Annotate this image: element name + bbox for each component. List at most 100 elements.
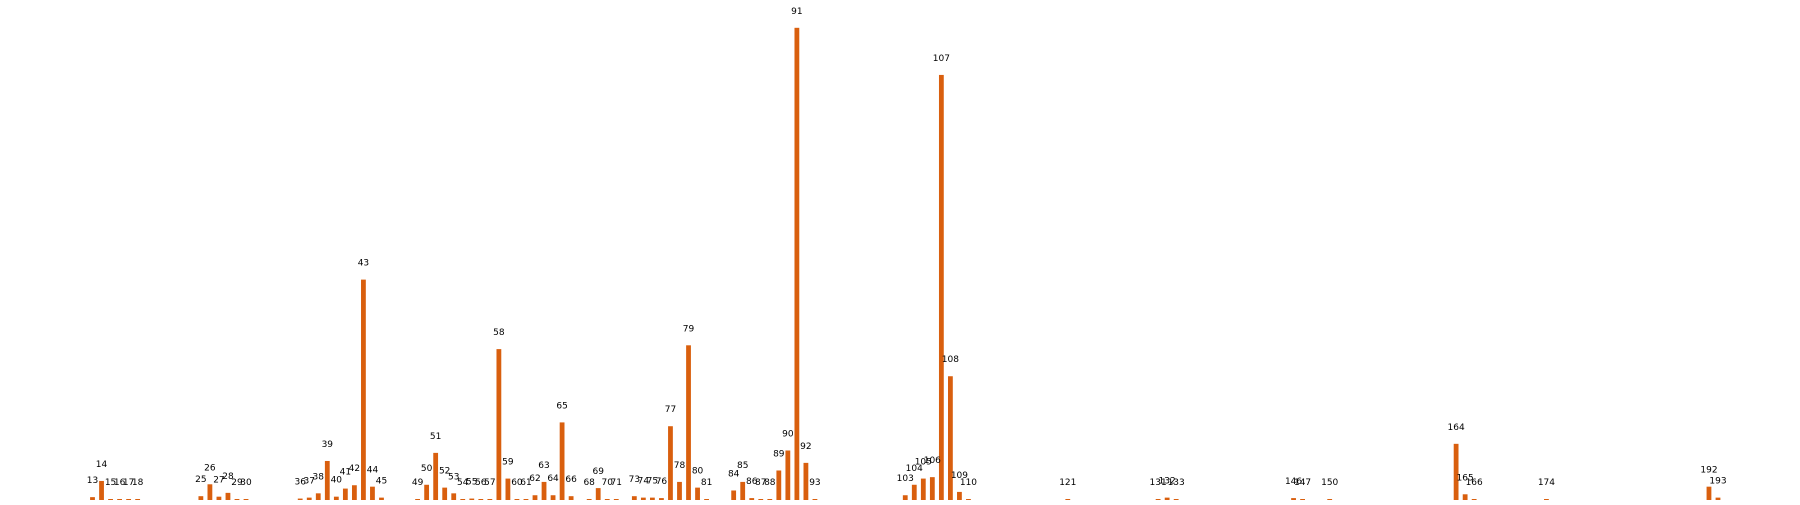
bar-76 [659, 498, 664, 500]
bar-label-43: 43 [358, 259, 369, 269]
bar-label-165: 165 [1457, 473, 1474, 483]
bar-label-25: 25 [195, 475, 206, 485]
bar-36 [297, 498, 303, 500]
bar-label-26: 26 [204, 463, 216, 473]
bar-25 [198, 496, 204, 500]
bar-103 [902, 495, 908, 500]
bar-label-80: 80 [692, 467, 704, 477]
bar-label-41: 41 [340, 468, 351, 478]
bar-78 [677, 481, 682, 500]
bar-label-58: 58 [493, 328, 505, 338]
bar-label-133: 133 [1168, 478, 1185, 488]
bar-label-59: 59 [502, 458, 514, 468]
bar-label-63: 63 [538, 461, 549, 471]
bar-74 [640, 497, 646, 500]
bar-label-104: 104 [906, 464, 923, 474]
bar-84 [731, 490, 737, 500]
bar-label-44: 44 [367, 466, 379, 476]
bar-label-39: 39 [322, 440, 334, 450]
bar-label-40: 40 [331, 476, 343, 486]
bar-80 [695, 487, 700, 500]
bar-65 [559, 422, 565, 500]
bar-label-55: 55 [466, 478, 477, 488]
bar-label-69: 69 [592, 467, 604, 477]
bar-92 [803, 462, 809, 500]
bar-85 [740, 481, 746, 500]
bar-165 [1462, 494, 1468, 500]
bar-132 [1164, 497, 1170, 500]
bar-label-68: 68 [583, 478, 595, 488]
bar-label-86: 86 [746, 477, 758, 487]
bar-label-73: 73 [629, 475, 640, 485]
bar-label-36: 36 [294, 478, 306, 488]
bar-label-150: 150 [1321, 478, 1338, 488]
bar-label-71: 71 [611, 478, 622, 488]
bar-label-15: 15 [105, 478, 116, 488]
bar-26 [207, 484, 213, 500]
bar-label-192: 192 [1700, 466, 1717, 476]
bars-layer [90, 27, 1721, 501]
bar-106 [929, 477, 935, 500]
bar-label-87: 87 [755, 478, 766, 488]
bar-40 [333, 496, 339, 500]
bar-39 [324, 460, 330, 500]
bar-label-38: 38 [313, 472, 325, 482]
bar-label-132: 132 [1159, 477, 1176, 487]
bar-193 [1715, 497, 1721, 500]
bar-label-65: 65 [556, 401, 567, 411]
bar-label-57: 57 [484, 478, 495, 488]
bar-label-18: 18 [132, 478, 144, 488]
bar-label-77: 77 [665, 405, 676, 415]
bar-104 [911, 484, 917, 500]
bar-label-61: 61 [520, 478, 531, 488]
bar-label-51: 51 [430, 432, 441, 442]
bar-69 [595, 488, 601, 500]
bar-label-92: 92 [800, 442, 811, 452]
bar-label-79: 79 [683, 324, 695, 334]
bar-label-30: 30 [240, 478, 252, 488]
bar-55 [469, 498, 475, 500]
bar-58 [496, 349, 502, 500]
bar-label-14: 14 [96, 460, 108, 470]
bar-label-91: 91 [791, 7, 802, 17]
bar-label-52: 52 [439, 467, 450, 477]
bar-label-66: 66 [565, 475, 577, 485]
bar-label-110: 110 [960, 478, 977, 488]
bar-label-85: 85 [737, 461, 748, 471]
bar-label-13: 13 [87, 476, 98, 486]
bar-27 [216, 496, 222, 500]
bar-45 [379, 497, 384, 500]
bar-label-16: 16 [114, 478, 126, 488]
bar-64 [550, 495, 556, 500]
bar-label-76: 76 [656, 477, 668, 487]
bar-label-81: 81 [701, 478, 712, 488]
bar-42 [351, 485, 357, 500]
bar-14 [99, 480, 104, 500]
bar-146 [1291, 498, 1296, 500]
bar-label-29: 29 [231, 478, 243, 488]
bar-label-54: 54 [457, 478, 469, 488]
bar-label-131: 131 [1150, 478, 1167, 488]
bar-51 [433, 452, 439, 500]
bar-label-90: 90 [782, 430, 794, 440]
bar-label-105: 105 [915, 458, 932, 468]
bar-label-106: 106 [924, 456, 941, 466]
bar-label-62: 62 [529, 474, 540, 484]
bar-53 [451, 493, 457, 500]
bar-label-45: 45 [376, 477, 387, 487]
bar-63 [541, 481, 547, 500]
bar-79 [686, 345, 691, 500]
bar-38 [315, 493, 321, 500]
bar-91 [794, 27, 800, 501]
bar-86 [749, 498, 755, 500]
bar-label-27: 27 [213, 476, 224, 486]
bar-43 [361, 279, 366, 500]
bar-label-193: 193 [1709, 477, 1726, 487]
bar-label-50: 50 [421, 464, 433, 474]
bar-62 [532, 495, 538, 500]
bar-66 [568, 496, 574, 500]
bar-50 [424, 484, 430, 500]
bar-label-146: 146 [1285, 477, 1302, 487]
bar-90 [785, 450, 791, 500]
